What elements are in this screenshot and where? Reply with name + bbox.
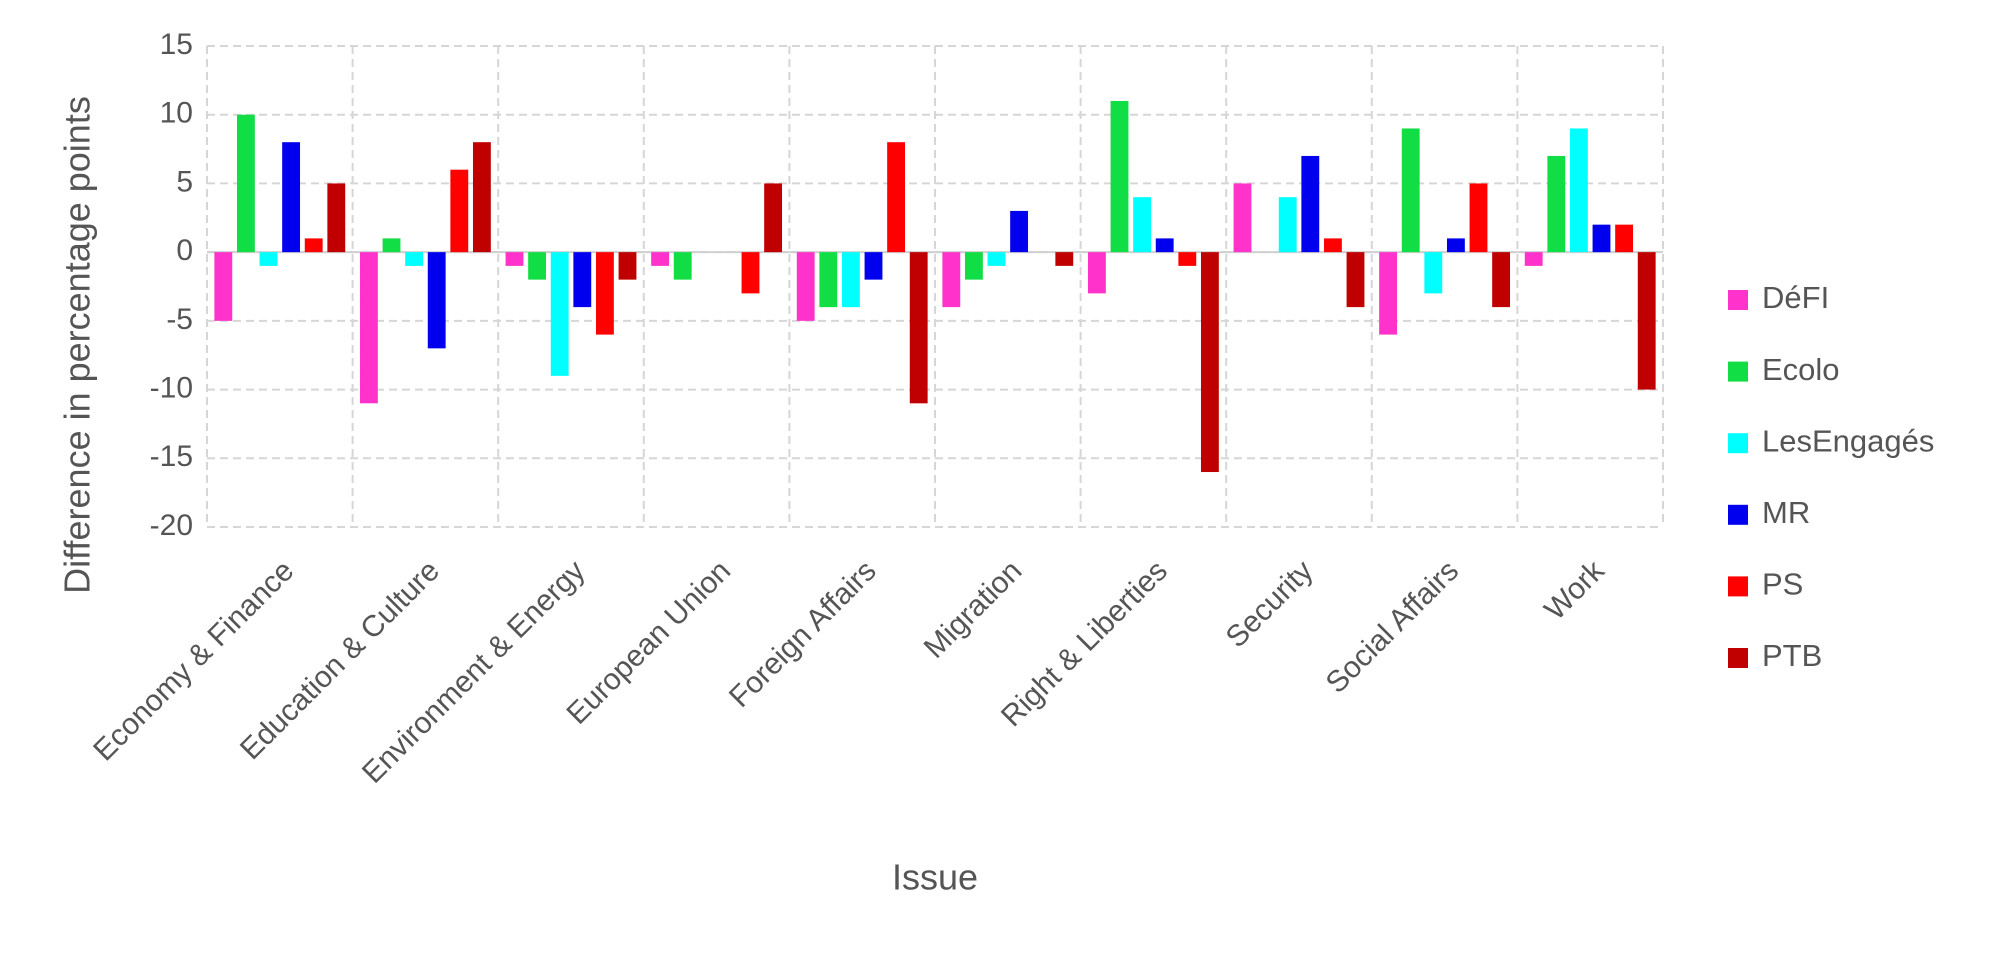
bar xyxy=(741,252,760,294)
bar xyxy=(1469,183,1488,253)
bar xyxy=(1615,224,1634,253)
legend-swatch xyxy=(1728,361,1748,382)
legend-swatch xyxy=(1728,504,1748,525)
y-tick-label: 0 xyxy=(176,234,193,267)
y-tick-label: -10 xyxy=(150,371,193,404)
bar xyxy=(214,252,233,321)
bar xyxy=(427,252,446,349)
bar xyxy=(1233,183,1252,253)
bar xyxy=(1446,238,1465,253)
bar xyxy=(841,252,860,308)
bar xyxy=(528,252,547,280)
bar xyxy=(1492,252,1511,308)
y-axis-title: Difference in percentage points xyxy=(57,96,98,594)
bar xyxy=(1637,252,1656,390)
bar xyxy=(472,142,491,253)
bar xyxy=(651,252,670,266)
y-tick-label: -20 xyxy=(150,509,193,542)
x-axis-title: Issue xyxy=(892,857,978,898)
bar xyxy=(405,252,424,266)
bar xyxy=(909,252,928,404)
bar xyxy=(550,252,569,376)
bar xyxy=(595,252,614,335)
bar xyxy=(573,252,592,308)
bar xyxy=(1087,252,1106,294)
x-tick-label: Security xyxy=(1220,554,1320,654)
x-tick-label: Foreign Affairs xyxy=(723,554,883,714)
bar xyxy=(1401,128,1420,253)
bar xyxy=(1010,210,1029,253)
x-tick-label: Social Affairs xyxy=(1320,554,1466,700)
bar xyxy=(942,252,961,308)
bar xyxy=(282,142,301,253)
legend-swatch xyxy=(1728,433,1748,454)
x-tick-label: Migration xyxy=(918,554,1029,665)
bar xyxy=(964,252,983,280)
bar xyxy=(673,252,692,280)
bar xyxy=(987,252,1006,266)
legend-label: DéFI xyxy=(1762,280,1829,315)
bar xyxy=(1569,128,1588,253)
legend-label: PS xyxy=(1762,567,1803,602)
bar xyxy=(1379,252,1398,335)
legend-label: PTB xyxy=(1762,638,1822,673)
bar xyxy=(819,252,838,308)
bar xyxy=(1323,238,1342,253)
bar xyxy=(1133,197,1152,253)
bar xyxy=(796,252,815,321)
legend-label: Ecolo xyxy=(1762,352,1840,387)
bar xyxy=(1178,252,1197,266)
bar xyxy=(1592,224,1611,253)
bar xyxy=(1278,197,1297,253)
bar xyxy=(505,252,524,266)
bar xyxy=(1424,252,1443,294)
bar xyxy=(327,183,346,253)
bar xyxy=(382,238,401,253)
bar xyxy=(1110,100,1129,253)
bar xyxy=(1301,155,1320,253)
y-tick-label: 5 xyxy=(176,165,193,198)
x-tick-label: Work xyxy=(1538,554,1611,627)
bar xyxy=(764,183,783,253)
bar xyxy=(450,169,469,253)
bar xyxy=(359,252,378,404)
bar xyxy=(887,142,906,253)
bar xyxy=(236,114,255,253)
bar xyxy=(1547,155,1566,253)
legend-swatch xyxy=(1728,576,1748,597)
legend-label: MR xyxy=(1762,495,1810,530)
y-tick-label: 10 xyxy=(160,97,193,130)
legend-swatch xyxy=(1728,290,1748,310)
bar xyxy=(1055,252,1074,266)
bar xyxy=(1155,238,1174,253)
legend-label: LesEngagés xyxy=(1762,423,1934,458)
y-tick-label: -5 xyxy=(166,303,193,336)
bar xyxy=(618,252,637,280)
y-tick-label: 15 xyxy=(160,28,193,61)
bar xyxy=(1346,252,1365,308)
bar xyxy=(1524,252,1543,266)
bar xyxy=(864,252,883,280)
bar xyxy=(304,238,323,253)
y-tick-label: -15 xyxy=(150,440,193,473)
bar xyxy=(1200,252,1219,473)
bar xyxy=(259,252,278,266)
legend-swatch xyxy=(1728,648,1748,668)
